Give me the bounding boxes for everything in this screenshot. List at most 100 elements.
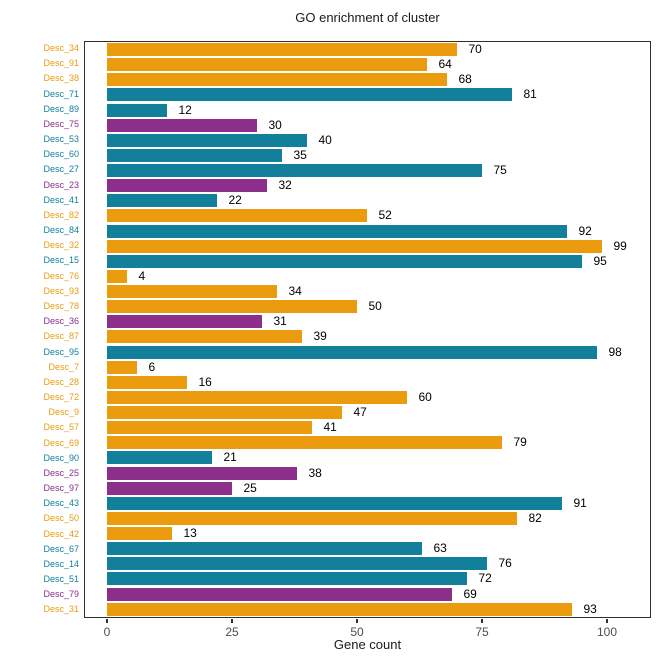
- bar-value-label: 93: [583, 601, 597, 616]
- bar-value-label: 72: [478, 571, 492, 586]
- bar: [106, 300, 357, 314]
- bar-value-label: 99: [613, 238, 627, 253]
- bar: [106, 209, 367, 223]
- bar: [106, 527, 172, 541]
- bar: [106, 224, 567, 238]
- bar-value-label: 47: [353, 405, 367, 420]
- y-axis-label: Desc_38: [43, 73, 79, 84]
- y-axis-label: Desc_9: [48, 407, 79, 418]
- bar: [106, 194, 217, 208]
- bar: [106, 315, 262, 329]
- bar-row: 25: [85, 480, 650, 495]
- bar: [106, 572, 467, 586]
- bar-row: 76: [85, 556, 650, 571]
- bar-value-label: 32: [278, 178, 292, 193]
- bar: [106, 360, 137, 374]
- y-axis-label: Desc_41: [43, 194, 79, 205]
- y-axis-label: Desc_7: [48, 361, 79, 372]
- y-axis-labels: Desc_34 Desc_91 Desc_38 Desc_71 Desc_89 Desc_…: [0, 41, 79, 618]
- bar-row: 4: [85, 269, 650, 283]
- bar-value-label: 13: [183, 526, 197, 541]
- bar: [106, 330, 302, 344]
- y-axis-label: Desc_25: [43, 467, 79, 478]
- bar-value-label: 75: [493, 163, 507, 178]
- bar: [106, 285, 277, 299]
- y-axis-label: Desc_14: [43, 558, 79, 569]
- y-axis-label: Desc_71: [43, 88, 79, 99]
- x-tick-label: 0: [103, 625, 111, 639]
- bar-row: 34: [85, 284, 650, 299]
- bar-row: 75: [85, 163, 650, 178]
- bar-value-label: 38: [308, 465, 322, 480]
- bar: [106, 164, 482, 178]
- bar-row: 64: [85, 57, 650, 72]
- bar-row: 95: [85, 253, 650, 268]
- bar-value-label: 22: [228, 193, 242, 208]
- y-axis-label: Desc_75: [43, 118, 79, 129]
- bar-value-label: 35: [293, 147, 307, 162]
- bar-row: 47: [85, 405, 650, 420]
- y-axis-label: Desc_69: [43, 437, 79, 448]
- bar-row: 98: [85, 345, 650, 359]
- bar-row: 16: [85, 374, 650, 389]
- y-axis-label: Desc_42: [43, 528, 79, 539]
- bar-value-label: 82: [528, 510, 542, 525]
- y-axis-label: Desc_34: [43, 43, 79, 54]
- bar-row: 32: [85, 178, 650, 193]
- bar-row: 79: [85, 435, 650, 450]
- y-axis-label: Desc_91: [43, 58, 79, 69]
- x-tick-label: 50: [350, 625, 364, 639]
- bar: [106, 406, 342, 420]
- bar-value-label: 69: [463, 586, 477, 601]
- bar-value-label: 63: [433, 541, 447, 556]
- x-axis: 0 25 50 75 100: [84, 618, 651, 648]
- bar-value-label: 12: [178, 102, 192, 117]
- bar: [106, 58, 427, 72]
- bar-row: 50: [85, 300, 650, 314]
- bar-value-label: 25: [243, 480, 257, 495]
- bar-row: 68: [85, 73, 650, 87]
- bar-row: 69: [85, 586, 650, 601]
- bar: [106, 436, 502, 450]
- x-tick-mark: [606, 619, 608, 623]
- bar: [106, 511, 517, 525]
- bar-value-label: 95: [593, 253, 607, 268]
- bar: [106, 421, 312, 435]
- bar-value-label: 79: [513, 435, 527, 450]
- bar-row: 6: [85, 359, 650, 374]
- y-axis-label: Desc_23: [43, 179, 79, 190]
- bar-value-label: 41: [323, 420, 337, 435]
- bar-row: 63: [85, 541, 650, 556]
- y-axis-label: Desc_82: [43, 209, 79, 220]
- bar-row: 38: [85, 465, 650, 480]
- x-tick-mark: [481, 619, 483, 623]
- bar: [106, 390, 407, 404]
- chart-title: GO enrichment of cluster: [295, 10, 440, 25]
- bar: [106, 73, 447, 87]
- bar-value-label: 34: [288, 284, 302, 299]
- bar-value-label: 81: [523, 87, 537, 102]
- bar-value-label: 64: [438, 57, 452, 72]
- bar-value-label: 92: [578, 223, 592, 238]
- bar-row: 92: [85, 223, 650, 238]
- bar-value-label: 16: [198, 374, 212, 389]
- bar: [106, 103, 167, 117]
- bar-row: 30: [85, 118, 650, 132]
- bar: [106, 557, 487, 571]
- bar-value-label: 76: [498, 556, 512, 571]
- y-axis-label: Desc_31: [43, 604, 79, 615]
- bar-row: 70: [85, 43, 650, 57]
- y-axis-label: Desc_60: [43, 149, 79, 160]
- y-axis-label: Desc_53: [43, 134, 79, 145]
- bar-row: 93: [85, 601, 650, 616]
- y-axis-label: Desc_43: [43, 498, 79, 509]
- bar-row: 81: [85, 87, 650, 102]
- bar-row: 52: [85, 209, 650, 223]
- bar: [106, 148, 282, 162]
- bar-value-label: 60: [418, 389, 432, 404]
- bar-row: 72: [85, 571, 650, 586]
- y-axis-label: Desc_93: [43, 285, 79, 296]
- y-axis-label: Desc_72: [43, 392, 79, 403]
- bar-value-label: 6: [148, 359, 156, 374]
